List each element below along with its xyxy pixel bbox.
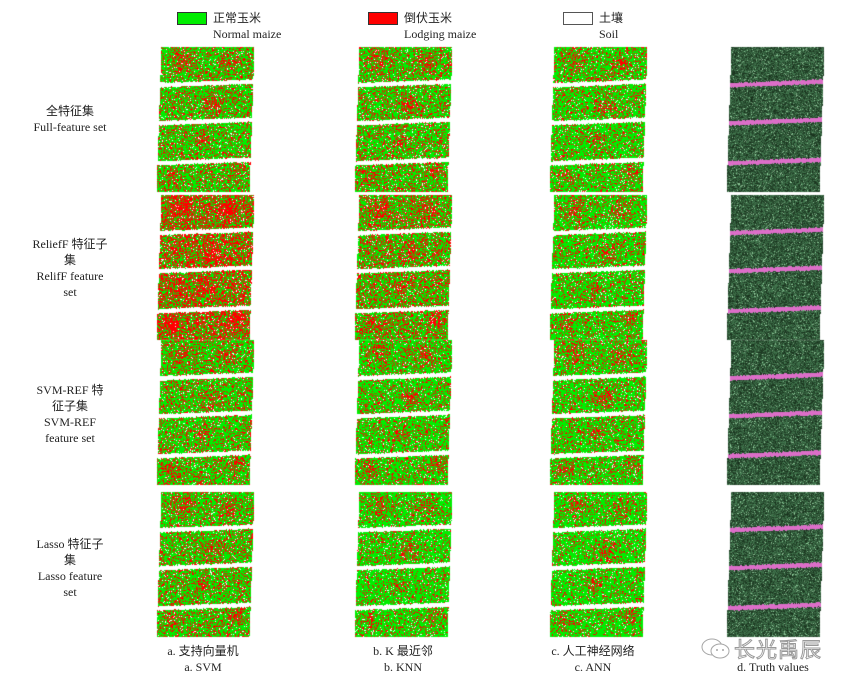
row-label-line: ReliefF 特征子 — [32, 237, 108, 251]
row-label-line: 征子集 — [51, 399, 88, 413]
legend-label-cn: 正常玉米 — [213, 11, 262, 25]
column-label-cn: b. K 最近邻 — [373, 644, 433, 658]
row-label-line: 集 — [63, 553, 76, 567]
classification-map — [545, 45, 649, 195]
legend-label-en: Normal maize — [213, 27, 282, 41]
row-label-line: Full-feature set — [33, 120, 107, 134]
row-label-relieff: ReliefF 特征子 集 RelifF feature set — [0, 236, 140, 300]
classification-map — [350, 45, 454, 195]
truth-image — [722, 338, 826, 488]
classification-map — [545, 193, 649, 343]
classification-map — [152, 193, 256, 343]
column-label-en: c. ANN — [574, 660, 612, 674]
truth-image — [722, 193, 826, 343]
row-label-line: set — [63, 285, 77, 299]
legend-swatch-normal — [177, 12, 207, 25]
row-label-line: SVM-REF — [43, 415, 96, 429]
legend-label-en: Lodging maize — [404, 27, 477, 41]
row-label-line: SVM-REF 特 — [36, 383, 104, 397]
column-label-truth: d. Truth values — [683, 659, 843, 675]
column-label-en: a. SVM — [184, 660, 222, 674]
legend-label-cn: 倒伏玉米 — [404, 11, 453, 25]
row-label-line: set — [63, 585, 77, 599]
watermark: 长光禹辰 — [700, 636, 840, 663]
truth-image — [722, 490, 826, 640]
classification-map — [152, 338, 256, 488]
classification-map — [350, 490, 454, 640]
row-label-line: Lasso 特征子 — [36, 537, 104, 551]
truth-image — [722, 45, 826, 195]
legend-swatch-lodging — [368, 12, 398, 25]
classification-map — [350, 193, 454, 343]
classification-map — [350, 338, 454, 488]
legend-swatch-soil — [563, 12, 593, 25]
classification-map — [545, 490, 649, 640]
row-label-line: 全特征集 — [45, 104, 94, 118]
row-label-line: 集 — [63, 253, 76, 267]
column-label-en: d. Truth values — [737, 660, 809, 674]
column-label-ann: c. 人工神经网络 c. ANN — [503, 643, 683, 675]
classification-map — [545, 338, 649, 488]
watermark-text: 长光禹辰 — [734, 638, 822, 663]
row-label-svm-ref: SVM-REF 特 征子集 SVM-REF feature set — [0, 382, 140, 446]
column-label-cn: a. 支持向量机 — [167, 644, 239, 658]
row-label-line: RelifF feature — [36, 269, 104, 283]
classification-map — [152, 45, 256, 195]
column-label-knn: b. K 最近邻 b. KNN — [313, 643, 493, 675]
row-label-line: Lasso feature — [37, 569, 103, 583]
column-label-cn: c. 人工神经网络 — [551, 644, 635, 658]
column-label-svm: a. 支持向量机 a. SVM — [113, 643, 293, 675]
wechat-icon — [701, 638, 730, 659]
column-label-en: b. KNN — [384, 660, 422, 674]
classification-map — [152, 490, 256, 640]
legend-label-en: Soil — [599, 27, 619, 41]
row-label-lasso: Lasso 特征子 集 Lasso feature set — [0, 536, 140, 600]
legend-label-cn: 土壤 — [599, 11, 624, 25]
row-label-line: feature set — [45, 431, 95, 445]
row-label-full-feature: 全特征集 Full-feature set — [0, 103, 140, 135]
